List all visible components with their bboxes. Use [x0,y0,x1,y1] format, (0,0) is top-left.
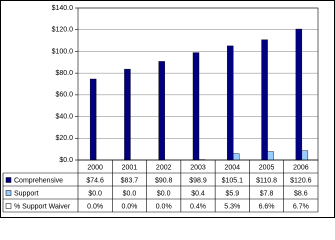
legend-swatch [5,203,12,209]
table-value: 5.3% [224,203,240,210]
table-value: 0.4% [190,203,206,210]
table-value: $8.6 [294,190,308,197]
bar [124,68,131,161]
legend-label: Comprehensive [14,177,63,184]
bar [89,78,97,161]
bar [227,45,234,161]
y-tick-label: $100.0 [52,48,74,55]
legend-swatch [5,177,12,183]
x-tick-label: 2006 [293,164,309,171]
table-value: $7.8 [260,190,274,197]
table-value: $5.9 [225,190,239,197]
table-value: $0.0 [88,190,102,197]
table-value: $110.8 [256,177,277,184]
y-tick-label: $80.0 [55,70,73,77]
bar [192,52,200,161]
y-tick-label: $40.0 [55,113,73,120]
bar [233,153,240,161]
y-tick-label: $20.0 [55,135,73,142]
bar [267,151,274,161]
bar [158,61,165,161]
table-value: 6.6% [259,203,275,210]
x-tick-label: 2002 [156,164,172,171]
table-value: $0.0 [157,190,171,197]
bar [301,150,309,161]
y-tick-label: $0.0 [59,157,73,164]
table-value: $83.7 [121,177,139,184]
table-value: 6.7% [293,203,309,210]
table-value: 0.0% [156,203,172,210]
x-tick-label: 2000 [87,164,103,171]
legend-label: % Support Waiver [14,203,71,210]
table-value: $0.4 [191,190,205,197]
table-value: $0.0 [123,190,137,197]
bar [295,28,303,161]
table-value: $74.6 [86,177,104,184]
y-tick-label: $60.0 [55,92,73,99]
table-value: $105.1 [222,177,244,184]
x-tick-label: 2005 [259,164,275,171]
table-value: $120.6 [290,177,312,184]
legend-label: Support [14,190,39,197]
table-value: $90.8 [155,177,173,184]
bar [261,39,268,161]
x-tick-label: 2003 [190,164,206,171]
chart-border [0,0,335,218]
chart: $0.0 $20.0 $40.0 $60.0 $80.0 $100.0 $120.0 $140… [0,0,335,218]
table-value: 0.0% [87,203,103,210]
x-tick-label: 2001 [122,164,138,171]
y-tick-label: $120.0 [52,27,74,34]
x-tick-label: 2004 [224,164,240,171]
y-tick-label: $140.0 [52,5,74,12]
table-value: $98.9 [189,177,207,184]
legend-swatch [5,190,12,196]
table-value: 0.0% [121,203,137,210]
